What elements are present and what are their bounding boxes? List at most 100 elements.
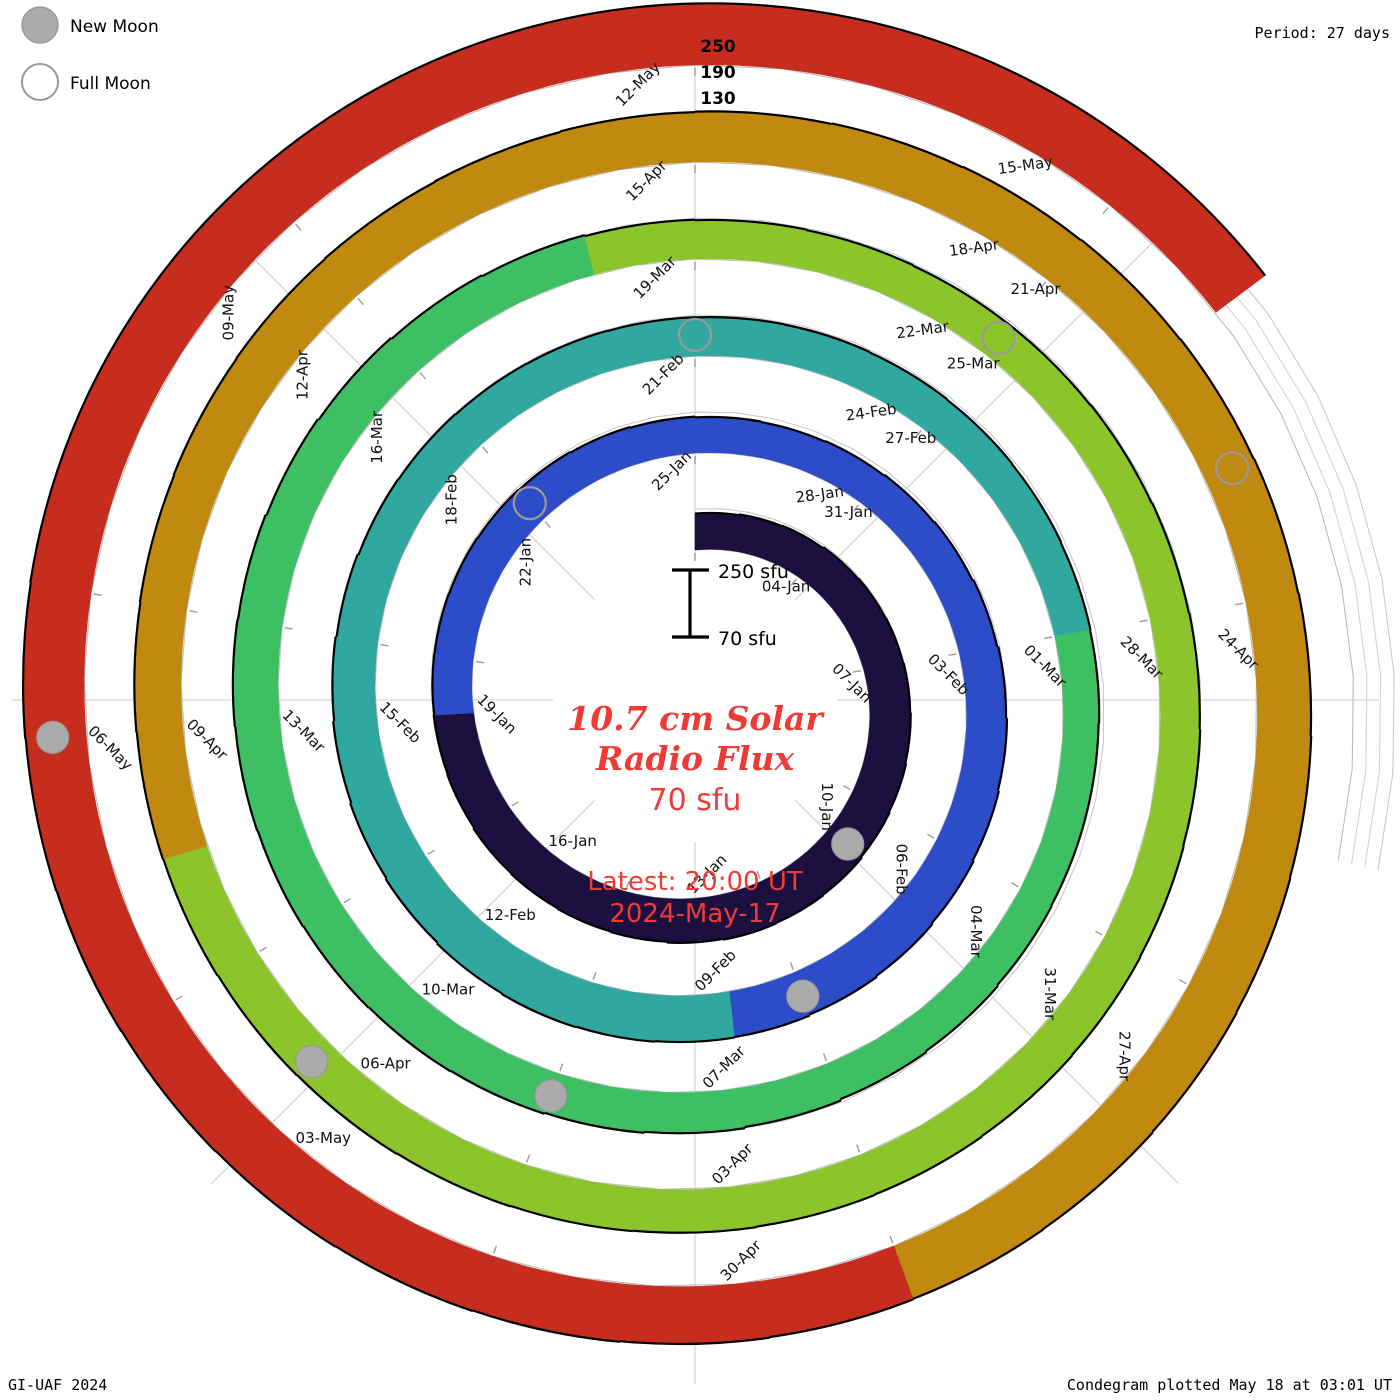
flux-value-edge xyxy=(584,218,696,238)
flux-value-edge xyxy=(510,872,559,910)
flux-value-edge xyxy=(1042,1131,1154,1231)
day-tick xyxy=(559,1063,564,1072)
flux-step-joint xyxy=(357,553,359,556)
flux-value-edge xyxy=(510,1204,633,1233)
flux-step-joint xyxy=(933,520,936,523)
spiral-date-label: 04-Jan xyxy=(762,577,810,595)
flux-value-edge xyxy=(335,1245,473,1313)
flux-value-edge xyxy=(501,992,577,1029)
flux-value-edge xyxy=(448,537,479,595)
flux-value-edge xyxy=(610,930,667,943)
flux-value-edge xyxy=(29,430,73,583)
flux-value-edge xyxy=(296,1074,398,1155)
flux-value-edge xyxy=(972,579,999,647)
flux-value-edge xyxy=(446,773,476,829)
flux-step-joint xyxy=(925,1050,928,1053)
day-tick xyxy=(189,610,198,613)
flux-value-edge xyxy=(575,1025,656,1043)
day-tick xyxy=(1095,930,1103,936)
flux-value-edge xyxy=(472,827,513,875)
flux-day-segment xyxy=(559,111,696,181)
flux-value-edge xyxy=(644,1127,746,1135)
flux-value-edge xyxy=(806,229,914,267)
flux-day-segment xyxy=(893,1182,1044,1300)
day-tick xyxy=(1044,636,1053,640)
day-tick xyxy=(853,504,860,512)
flux-value-edge xyxy=(436,942,503,995)
day-tick xyxy=(1179,979,1187,985)
flux-value-edge xyxy=(933,520,974,581)
full-moon-marker xyxy=(677,317,713,352)
new-moon-icon xyxy=(21,6,59,44)
day-tick xyxy=(93,593,102,597)
flux-value-edge xyxy=(883,473,935,523)
legend: New Moon Full Moon xyxy=(21,6,159,101)
flux-value-edge xyxy=(904,712,912,764)
flux-value-edge xyxy=(235,258,326,360)
flux-value-edge xyxy=(265,418,319,516)
spiral-date-label: 31-Mar xyxy=(1041,967,1059,1021)
flux-day-segment xyxy=(433,712,487,775)
new-moon-label: New Moon xyxy=(70,17,159,37)
flux-value-edge xyxy=(734,1014,811,1039)
flux-value-edge xyxy=(1235,877,1292,1014)
flux-value-edge xyxy=(172,358,238,476)
chart-title-line2: Radio Flux xyxy=(595,739,795,778)
flux-day-segment xyxy=(1115,502,1190,621)
flux-day-segment xyxy=(984,324,1092,429)
day-tick xyxy=(492,1245,497,1254)
spiral-date-label: 06-May xyxy=(84,722,136,774)
flux-value-edge xyxy=(902,662,912,713)
flux-value-edge xyxy=(331,636,337,722)
flux-value-edge xyxy=(146,173,255,294)
spiral-date-label: 12-Feb xyxy=(485,906,536,924)
flux-day-segment xyxy=(173,358,276,495)
flux-value-edge xyxy=(432,715,449,775)
flux-value-edge xyxy=(946,398,1014,465)
flux-value-edge xyxy=(236,514,267,620)
flux-value-edge xyxy=(925,985,999,1052)
day-tick xyxy=(284,627,293,630)
flux-value-edge xyxy=(1010,70,1151,160)
flux-step-joint xyxy=(996,984,999,987)
flux-day-segment xyxy=(1188,862,1291,1013)
credit-label: GI-UAF 2024 xyxy=(8,1376,107,1394)
flux-value-edge xyxy=(694,110,832,125)
new-moon-marker xyxy=(534,1079,568,1113)
flux-day-segment xyxy=(472,1255,628,1343)
flux-value-edge xyxy=(981,1054,1073,1138)
day-tick xyxy=(822,1053,828,1062)
spiral-date-label: 18-Apr xyxy=(948,235,1001,260)
flux-value-edge xyxy=(1080,238,1181,340)
latest-date-label: 2024-May-17 xyxy=(609,899,780,929)
flux-value-edge xyxy=(570,425,631,454)
spiral-date-label: 03-May xyxy=(296,1129,352,1147)
flux-value-edge xyxy=(1138,846,1185,958)
day-tick xyxy=(927,833,935,839)
flux-value-edge xyxy=(24,738,58,892)
flux-value-edge xyxy=(756,1193,876,1228)
flux-day-segment xyxy=(797,229,914,300)
flux-value-edge xyxy=(559,111,696,133)
flux-value-edge xyxy=(368,1006,452,1073)
scale-value-250: 250 xyxy=(700,37,736,57)
flux-value-edge xyxy=(744,1099,842,1128)
flux-value-edge xyxy=(476,488,520,539)
flux-value-edge xyxy=(619,1336,770,1346)
flux-day-segment xyxy=(385,25,550,140)
flux-value-edge xyxy=(323,181,436,260)
latest-time-label: Latest: 20:00 UT xyxy=(587,867,803,897)
spiral-date-label: 25-Mar xyxy=(947,355,1001,373)
chart-title-line1: 10.7 cm Solar xyxy=(567,699,825,738)
full-moon-marker xyxy=(512,486,547,521)
flux-day-segment xyxy=(863,662,911,713)
flux-day-segment xyxy=(1104,834,1185,958)
day-tick xyxy=(889,1235,894,1244)
flux-day-segment xyxy=(1047,239,1181,371)
flux-step-joint xyxy=(436,942,439,945)
flux-value-edge xyxy=(630,415,696,429)
flux-day-segment xyxy=(332,636,378,722)
flux-day-segment xyxy=(71,292,198,456)
flux-value-edge xyxy=(888,762,908,813)
day-tick xyxy=(175,995,183,1001)
